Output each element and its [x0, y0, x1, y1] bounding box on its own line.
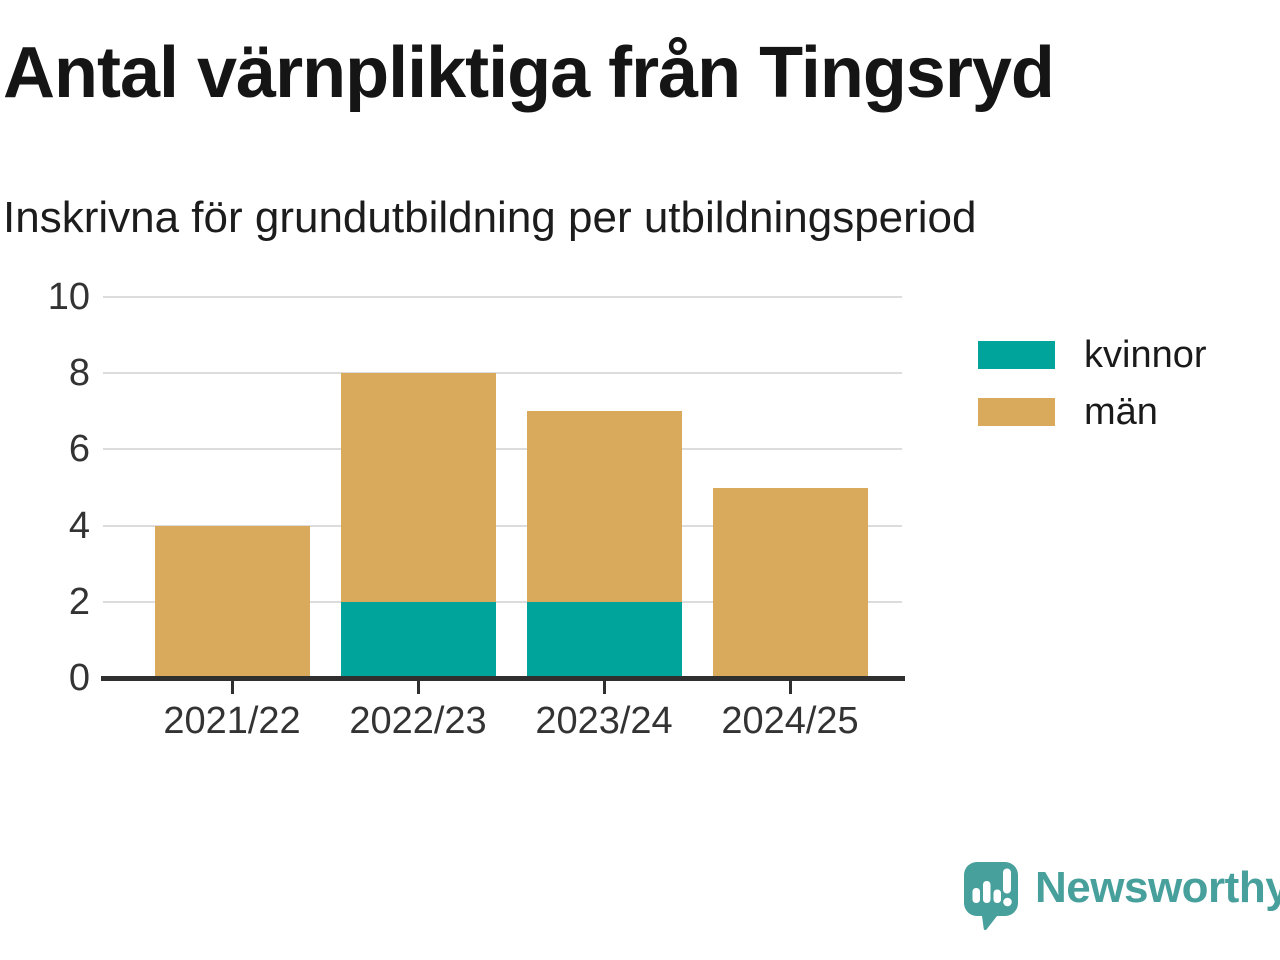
bar-2022-23-kvinnor	[340, 601, 496, 678]
page-subtitle: Inskrivna för grundutbildning per utbild…	[3, 193, 977, 242]
gridline-8	[103, 372, 902, 375]
y-axis-label-6: 6	[68, 428, 90, 471]
newsworthy-logo-icon	[964, 862, 1018, 931]
logo-exclamation-stem	[1003, 868, 1011, 894]
y-axis-label-10: 10	[47, 276, 90, 318]
x-axis-tick-2022-23	[417, 681, 420, 694]
y-axis-label-8: 8	[68, 352, 90, 395]
logo-bar-1	[972, 888, 980, 903]
brand-wordmark: Newsworthy	[1035, 863, 1280, 912]
legend-swatch-man	[978, 398, 1055, 426]
logo-exclamation-dot	[1003, 897, 1012, 907]
x-axis-tick-2024-25	[789, 681, 792, 694]
page-title: Antal värnpliktiga från Tingsryd	[3, 33, 1055, 113]
x-axis-tick-2023-24	[603, 681, 606, 694]
x-axis-label-2022-23: 2022/23	[349, 700, 487, 742]
bar-2024-25-män	[712, 487, 868, 678]
y-axis-label-4: 4	[68, 504, 90, 547]
x-axis-label-2024-25: 2024/25	[721, 700, 859, 742]
x-axis-tick-2021-22	[231, 681, 234, 694]
bar-2023-24-män	[526, 411, 682, 602]
legend: kvinnor män	[978, 334, 1207, 453]
gridline-4	[103, 524, 902, 527]
x-axis-line	[101, 676, 905, 681]
legend-swatch-kvinnor	[978, 341, 1055, 369]
x-axis-label-2023-24: 2023/24	[535, 700, 673, 742]
x-axis-label-2021-22: 2021/22	[163, 700, 301, 742]
legend-label-man: män	[1084, 390, 1158, 433]
legend-label-kvinnor: kvinnor	[1084, 333, 1207, 376]
legend-item-man: män	[978, 391, 1207, 433]
y-axis-label-2: 2	[68, 580, 90, 623]
plot-area	[103, 296, 902, 678]
logo-bar-3	[993, 889, 1001, 903]
gridline-2	[103, 600, 902, 603]
gridline-10	[103, 296, 902, 298]
gridline-6	[103, 448, 902, 451]
brand-footer: Newsworthy	[963, 861, 1280, 931]
bar-2023-24-kvinnor	[526, 601, 682, 678]
bar-2022-23-män	[340, 373, 496, 602]
legend-item-kvinnor: kvinnor	[978, 334, 1207, 376]
logo-bar-2	[983, 881, 991, 903]
bar-2021-22-män	[154, 525, 310, 678]
y-axis: 0 2 4 6 8 10	[30, 276, 90, 699]
y-axis-label-0: 0	[68, 657, 90, 699]
